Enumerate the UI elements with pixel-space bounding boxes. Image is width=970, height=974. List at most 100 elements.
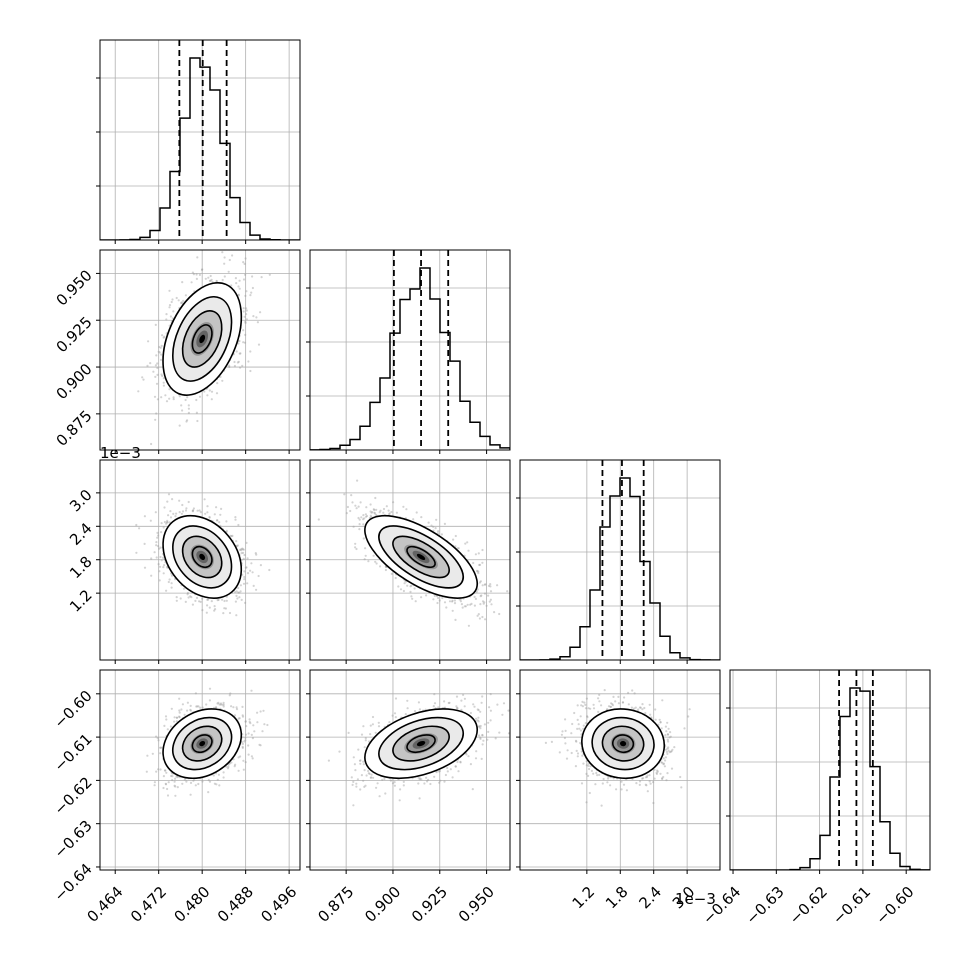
sample-point <box>206 604 208 606</box>
sample-point <box>166 400 168 402</box>
sample-point <box>251 755 253 757</box>
sample-point <box>358 506 360 508</box>
sample-point <box>156 556 158 558</box>
sample-point <box>243 307 245 309</box>
sample-point <box>245 290 247 292</box>
sample-point <box>176 297 178 299</box>
sample-point <box>410 595 412 597</box>
sample-point <box>188 501 190 503</box>
sample-point <box>192 510 194 512</box>
sample-point <box>411 598 413 600</box>
sample-point <box>184 714 186 716</box>
sample-point <box>493 611 495 613</box>
sample-point <box>211 279 213 281</box>
sample-point <box>195 784 197 786</box>
sample-point <box>490 590 492 592</box>
sample-point <box>432 526 434 528</box>
sample-point <box>150 557 152 559</box>
sample-point <box>185 294 187 296</box>
sample-point <box>191 281 193 283</box>
sample-point <box>359 519 361 521</box>
sample-point <box>176 596 178 598</box>
sample-point <box>161 375 163 377</box>
sample-point <box>211 391 213 393</box>
sample-point <box>506 590 508 592</box>
sample-point <box>483 603 485 605</box>
sample-point <box>235 540 237 542</box>
sample-point <box>185 781 187 783</box>
sample-point <box>190 794 192 796</box>
sample-point <box>354 543 356 545</box>
sample-point <box>441 597 443 599</box>
histogram-step <box>730 688 930 870</box>
sample-point <box>437 597 439 599</box>
sample-point <box>477 615 479 617</box>
sample-point <box>160 531 162 533</box>
sample-point <box>155 511 157 513</box>
sample-point <box>170 315 172 317</box>
sample-point <box>396 512 398 514</box>
sample-point <box>420 596 422 598</box>
sample-point <box>343 493 345 495</box>
sample-point <box>478 564 480 566</box>
sample-point <box>185 601 187 603</box>
sample-point <box>364 558 366 560</box>
sample-point <box>215 506 217 508</box>
sample-point <box>239 367 241 369</box>
sample-point <box>162 557 164 559</box>
sample-point <box>231 535 233 537</box>
sample-point <box>166 501 168 503</box>
histogram-panel-2 <box>310 250 510 450</box>
sample-point <box>255 316 257 318</box>
sample-point <box>165 590 167 592</box>
sample-point <box>249 350 251 352</box>
sample-point <box>367 560 369 562</box>
sample-point <box>206 612 208 614</box>
sample-point <box>373 555 375 557</box>
sample-point <box>441 533 443 535</box>
sample-point <box>236 350 238 352</box>
sample-point <box>158 563 160 565</box>
sample-point <box>179 712 181 714</box>
sample-point <box>173 398 175 400</box>
sample-point <box>144 543 146 545</box>
sample-point <box>170 725 172 727</box>
sample-point <box>218 784 220 786</box>
sample-point <box>182 510 184 512</box>
sample-point <box>488 585 490 587</box>
sample-point <box>479 617 481 619</box>
sample-point <box>360 501 362 503</box>
sample-point <box>156 367 158 369</box>
sample-point <box>201 269 203 271</box>
sample-point <box>196 273 198 275</box>
sample-point <box>414 587 416 589</box>
sample-point <box>388 513 390 515</box>
sample-point <box>376 562 378 564</box>
sample-point <box>484 593 486 595</box>
sample-point <box>249 294 251 296</box>
sample-point <box>160 347 162 349</box>
sample-point <box>416 511 418 513</box>
sample-point <box>259 311 261 313</box>
sample-point <box>247 572 249 574</box>
sample-point <box>480 580 482 582</box>
sample-point <box>243 583 245 585</box>
sample-point <box>175 513 177 515</box>
sample-point <box>247 360 249 362</box>
sample-point <box>155 324 157 326</box>
sample-point <box>229 259 231 261</box>
sample-point <box>198 600 200 602</box>
sample-point <box>250 292 252 294</box>
sample-point <box>244 263 246 265</box>
sample-point <box>370 510 372 512</box>
sample-point <box>135 524 137 526</box>
sample-point <box>141 376 143 378</box>
sample-point <box>246 318 248 320</box>
sample-point <box>178 500 180 502</box>
sample-point <box>237 524 239 526</box>
sample-point <box>490 599 492 601</box>
sample-point <box>214 608 216 610</box>
sample-point <box>159 556 161 558</box>
